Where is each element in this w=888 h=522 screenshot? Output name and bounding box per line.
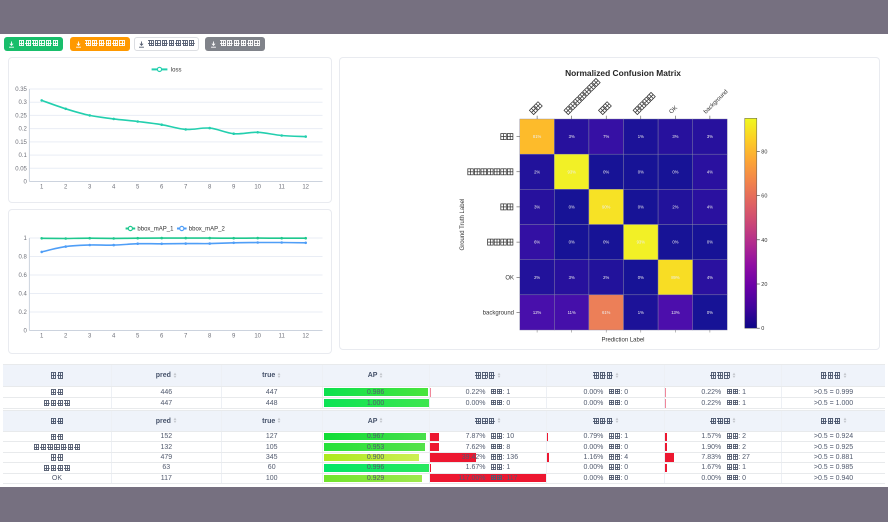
svg-text:11: 11 xyxy=(279,334,286,340)
svg-text:4%: 4% xyxy=(707,169,713,174)
svg-text:2%: 2% xyxy=(534,169,540,174)
svg-text:5: 5 xyxy=(136,334,140,340)
svg-text:bbox_mAP_1: bbox_mAP_1 xyxy=(137,227,174,233)
svg-text:2: 2 xyxy=(64,334,68,340)
svg-text:93%: 93% xyxy=(637,240,646,245)
svg-text:1%: 1% xyxy=(638,310,644,315)
svg-text:60: 60 xyxy=(761,194,767,200)
svg-text:OK: OK xyxy=(669,105,679,115)
svg-text:81%: 81% xyxy=(533,134,542,139)
svg-text:0.8: 0.8 xyxy=(19,255,28,261)
svg-text:0.3: 0.3 xyxy=(19,100,28,106)
svg-text:Ground Truth Label: Ground Truth Label xyxy=(460,199,466,251)
svg-text:0%: 0% xyxy=(603,240,609,245)
svg-text:Normalized Confusion Matrix: Normalized Confusion Matrix xyxy=(565,68,681,78)
svg-text:13%: 13% xyxy=(671,310,680,315)
svg-text:5: 5 xyxy=(136,185,140,191)
svg-text:background: background xyxy=(483,310,514,316)
svg-text:3%: 3% xyxy=(569,134,575,139)
svg-text:7%: 7% xyxy=(603,134,609,139)
svg-text:0%: 0% xyxy=(672,169,678,174)
svg-text:61%: 61% xyxy=(602,310,611,315)
svg-text:4: 4 xyxy=(112,185,116,191)
svg-text:1: 1 xyxy=(40,185,44,191)
svg-text:12: 12 xyxy=(302,185,309,191)
svg-text:2%: 2% xyxy=(534,275,540,280)
svg-text:2%: 2% xyxy=(603,275,609,280)
svg-text:8: 8 xyxy=(208,185,212,191)
svg-text:12%: 12% xyxy=(533,310,542,315)
svg-text:0.05: 0.05 xyxy=(15,166,27,172)
svg-text:0%: 0% xyxy=(638,169,644,174)
svg-text:0%: 0% xyxy=(707,310,713,315)
svg-text:0.2: 0.2 xyxy=(19,127,28,133)
svg-text:0.35: 0.35 xyxy=(15,87,27,93)
svg-text:0%: 0% xyxy=(603,169,609,174)
svg-text:bbox_mAP_2: bbox_mAP_2 xyxy=(189,227,226,233)
svg-text:0.25: 0.25 xyxy=(15,113,27,119)
svg-text:93%: 93% xyxy=(568,169,577,174)
svg-text:7: 7 xyxy=(184,334,188,340)
svg-text:89%: 89% xyxy=(671,275,680,280)
svg-text:2: 2 xyxy=(64,185,68,191)
svg-text:90%: 90% xyxy=(602,204,611,209)
svg-text:1: 1 xyxy=(24,236,28,242)
svg-text:10: 10 xyxy=(254,185,261,191)
svg-text:7: 7 xyxy=(184,185,188,191)
svg-text:0%: 0% xyxy=(672,240,678,245)
svg-text:0.6: 0.6 xyxy=(19,273,28,279)
svg-text:6: 6 xyxy=(160,334,164,340)
svg-text:10: 10 xyxy=(254,334,261,340)
svg-text:4%: 4% xyxy=(707,275,713,280)
svg-text:background: background xyxy=(703,89,729,115)
svg-text:8: 8 xyxy=(208,334,212,340)
svg-text:3: 3 xyxy=(88,185,92,191)
svg-text:loss: loss xyxy=(171,68,182,74)
svg-text:3%: 3% xyxy=(569,275,575,280)
svg-text:12: 12 xyxy=(302,334,309,340)
svg-text:80: 80 xyxy=(761,149,767,155)
svg-text:40: 40 xyxy=(761,238,767,244)
svg-text:9: 9 xyxy=(232,334,236,340)
svg-text:0.1: 0.1 xyxy=(19,153,28,159)
svg-text:6: 6 xyxy=(160,185,164,191)
svg-text:0%: 0% xyxy=(569,204,575,209)
svg-text:1: 1 xyxy=(40,334,44,340)
svg-text:20: 20 xyxy=(761,282,767,288)
svg-text:0.4: 0.4 xyxy=(19,292,28,298)
svg-text:11%: 11% xyxy=(568,310,576,315)
svg-text:4%: 4% xyxy=(707,204,713,209)
svg-text:0.15: 0.15 xyxy=(15,140,27,146)
svg-text:11: 11 xyxy=(279,185,286,191)
svg-text:3: 3 xyxy=(88,334,92,340)
svg-text:0%: 0% xyxy=(569,240,575,245)
svg-text:3%: 3% xyxy=(672,134,678,139)
svg-text:0.2: 0.2 xyxy=(19,310,28,316)
svg-text:9: 9 xyxy=(232,185,236,191)
svg-text:6%: 6% xyxy=(534,240,540,245)
svg-text:Prediction Label: Prediction Label xyxy=(601,337,644,343)
svg-text:0%: 0% xyxy=(638,275,644,280)
svg-text:OK: OK xyxy=(505,275,514,281)
svg-text:0%: 0% xyxy=(638,204,644,209)
svg-text:0: 0 xyxy=(761,326,764,332)
svg-text:4: 4 xyxy=(112,334,116,340)
svg-text:3%: 3% xyxy=(707,134,713,139)
svg-text:1%: 1% xyxy=(638,134,644,139)
svg-text:0: 0 xyxy=(24,329,28,335)
svg-text:0: 0 xyxy=(24,180,28,186)
svg-text:3%: 3% xyxy=(534,204,540,209)
svg-text:0%: 0% xyxy=(707,240,713,245)
svg-text:2%: 2% xyxy=(672,204,678,209)
